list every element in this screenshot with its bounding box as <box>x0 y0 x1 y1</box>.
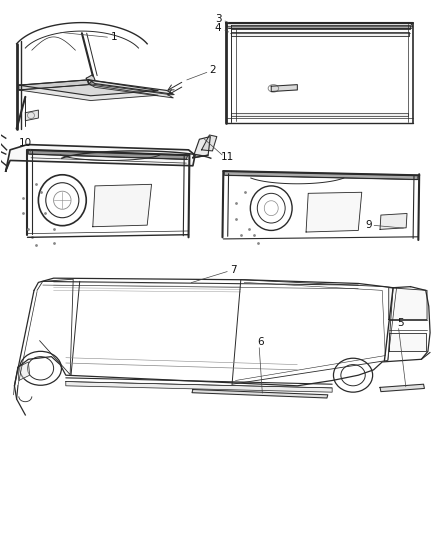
Polygon shape <box>224 171 418 180</box>
Polygon shape <box>18 362 30 381</box>
Polygon shape <box>193 136 210 158</box>
Polygon shape <box>19 80 158 96</box>
Polygon shape <box>88 84 173 98</box>
Text: 10: 10 <box>19 139 32 149</box>
Polygon shape <box>380 214 407 229</box>
Text: 9: 9 <box>365 220 371 230</box>
Text: 11: 11 <box>221 152 234 162</box>
Polygon shape <box>28 150 187 159</box>
Polygon shape <box>19 85 158 101</box>
Polygon shape <box>306 192 362 232</box>
Polygon shape <box>86 75 95 84</box>
Polygon shape <box>231 113 408 116</box>
Polygon shape <box>88 80 173 94</box>
Text: 4: 4 <box>215 23 222 33</box>
Polygon shape <box>93 184 152 227</box>
Polygon shape <box>231 32 409 36</box>
Text: 2: 2 <box>210 66 216 75</box>
Text: 1: 1 <box>110 33 117 43</box>
Polygon shape <box>226 22 413 27</box>
Polygon shape <box>380 384 424 392</box>
Polygon shape <box>66 382 332 392</box>
Polygon shape <box>201 135 217 151</box>
Polygon shape <box>271 85 297 92</box>
Text: 5: 5 <box>398 318 404 328</box>
Polygon shape <box>25 110 39 120</box>
Polygon shape <box>6 144 195 171</box>
Polygon shape <box>19 80 88 90</box>
Polygon shape <box>192 390 328 398</box>
Text: 7: 7 <box>230 265 237 274</box>
Polygon shape <box>389 333 426 351</box>
Text: 6: 6 <box>257 337 264 347</box>
Text: 3: 3 <box>215 14 222 25</box>
Polygon shape <box>389 288 427 319</box>
Polygon shape <box>231 25 410 29</box>
